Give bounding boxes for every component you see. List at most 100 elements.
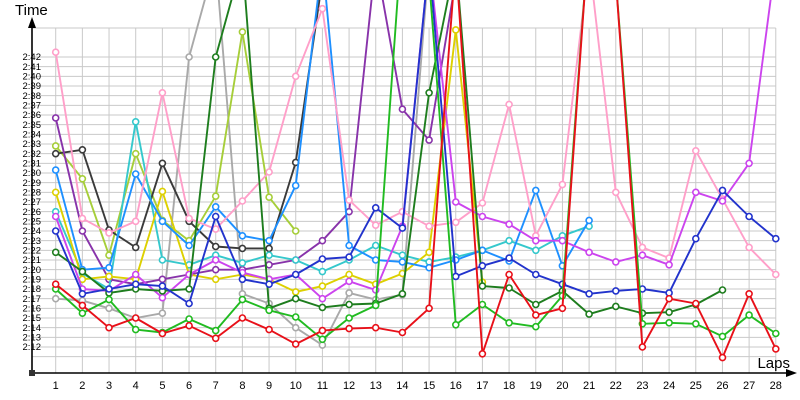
data-point-blue-lap-25	[691, 234, 700, 243]
data-point-red-lap-26	[718, 353, 727, 362]
data-point-dark-purple-lap-1	[51, 114, 60, 122]
data-point-violet-lap-24	[665, 260, 673, 269]
data-point-light-blue-lap-3	[105, 263, 113, 272]
data-point-green-lap-12	[345, 314, 353, 322]
data-point-black-lap-7	[211, 242, 220, 251]
data-point-pink-lap-5	[158, 89, 167, 97]
y-tick-label: 2:40	[23, 72, 42, 83]
data-point-red-lap-20	[558, 304, 567, 313]
data-point-dark-purple-lap-15	[425, 136, 433, 144]
data-point-blue-lap-6	[185, 299, 193, 308]
data-point-green-lap-10	[291, 313, 300, 321]
x-tick-label: 24	[663, 380, 675, 392]
x-tick-label: 7	[213, 380, 219, 392]
y-tick-label: 2:24	[23, 226, 42, 237]
y-tick-label: 2:34	[23, 130, 42, 141]
data-point-blue-lap-2	[78, 289, 87, 298]
data-point-light-blue-lap-4	[131, 170, 140, 178]
data-point-pink-lap-15	[425, 222, 433, 230]
data-point-yellow-green-lap-1	[51, 142, 60, 150]
data-point-cyan-lap-9	[265, 251, 273, 259]
data-point-blue-lap-17	[478, 261, 487, 270]
data-point-blue-lap-14	[398, 224, 407, 232]
data-point-violet-lap-25	[691, 188, 700, 197]
data-point-red-lap-13	[371, 323, 380, 332]
data-point-green-lap-17	[478, 300, 487, 309]
data-point-yellow-lap-7	[211, 275, 220, 284]
data-point-violet-lap-27	[745, 159, 753, 168]
data-point-light-blue-lap-6	[185, 241, 193, 250]
data-point-yellow-green-lap-2	[78, 175, 87, 183]
data-point-dark-green-lap-21	[585, 310, 593, 318]
data-point-green-lap-26	[718, 332, 727, 341]
data-point-violet-lap-19	[531, 236, 540, 245]
data-point-dark-green-lap-10	[291, 294, 300, 303]
data-point-blue-lap-27	[745, 212, 753, 221]
y-tick-label: 2:37	[23, 101, 42, 112]
x-tick-label: 10	[290, 380, 302, 392]
data-point-violet-lap-22	[611, 258, 620, 266]
data-point-cyan-lap-14	[398, 251, 407, 259]
data-point-pink-lap-10	[291, 72, 300, 81]
x-tick-label: 6	[186, 380, 192, 392]
x-tick-label: 25	[690, 380, 702, 392]
data-point-green-lap-2	[78, 309, 87, 318]
data-point-light-blue-lap-7	[211, 203, 220, 211]
x-tick-label: 14	[396, 380, 408, 392]
data-point-pink-lap-8	[238, 197, 247, 205]
data-point-cyan-lap-5	[158, 256, 167, 264]
x-tick-label: 3	[106, 380, 112, 392]
data-point-pink-lap-22	[611, 188, 620, 197]
series-violet-line	[54, 0, 772, 300]
data-point-pink-lap-6	[185, 214, 193, 223]
y-tick-label: 2:25	[23, 217, 42, 228]
y-axis-arrow-icon	[28, 17, 36, 28]
data-point-dark-green-lap-6	[185, 285, 193, 293]
x-axis-arrow-icon	[786, 369, 797, 377]
data-point-violet-lap-12	[345, 277, 353, 286]
data-point-red-lap-6	[185, 321, 193, 330]
data-point-red-lap-3	[105, 323, 113, 332]
data-point-green-lap-8	[238, 295, 247, 304]
data-point-blue-lap-1	[51, 227, 60, 235]
data-point-gray-lap-12	[345, 289, 353, 297]
data-point-red-lap-7	[211, 334, 220, 343]
data-point-violet-lap-20	[558, 236, 567, 245]
data-point-green-lap-18	[505, 318, 513, 327]
data-point-violet-lap-17	[478, 212, 487, 221]
data-point-cyan-lap-8	[238, 259, 247, 267]
y-tick-label: 2:36	[23, 110, 42, 121]
data-point-yellow-green-lap-9	[265, 193, 273, 201]
data-point-pink-lap-11	[318, 4, 327, 13]
data-point-dark-purple-lap-5	[158, 275, 167, 284]
data-point-blue-lap-5	[158, 282, 167, 290]
data-point-dark-purple-lap-7	[211, 265, 220, 274]
series-red	[51, 0, 780, 362]
data-point-red-lap-24	[665, 294, 673, 303]
data-point-violet-lap-7	[211, 256, 220, 264]
data-point-green-lap-3	[105, 295, 113, 304]
x-tick-label: 15	[423, 380, 435, 392]
chart-series	[51, 0, 780, 362]
x-tick-label: 12	[343, 380, 355, 392]
y-tick-label: 2:16	[23, 304, 42, 315]
data-point-yellow-lap-1	[51, 188, 60, 197]
x-axis-tick-labels: 1 2 3 4 5 6 7 8 9 10 11 12 13 14 15 16 17 18 19 20 21 22 23 24 2…	[53, 380, 782, 392]
data-point-light-blue-lap-9	[265, 236, 273, 245]
data-point-black-lap-1	[51, 149, 60, 158]
data-point-pink-lap-13	[371, 221, 380, 229]
data-point-cyan-lap-13	[371, 241, 380, 250]
y-tick-label: 2:42	[23, 52, 42, 63]
data-point-red-lap-23	[638, 343, 647, 351]
data-point-pink-lap-18	[505, 100, 513, 109]
series-blue-line	[54, 0, 777, 305]
data-point-black-lap-5	[158, 159, 167, 168]
data-point-pink-lap-16	[451, 218, 460, 227]
data-point-violet-lap-1	[51, 212, 60, 221]
x-tick-label: 28	[770, 380, 782, 392]
x-axis-title: Laps	[757, 355, 790, 372]
data-point-red-lap-8	[238, 314, 247, 322]
y-tick-label: 2:31	[23, 159, 42, 170]
data-point-black-lap-4	[131, 243, 140, 252]
y-tick-label: 2:17	[23, 294, 42, 305]
